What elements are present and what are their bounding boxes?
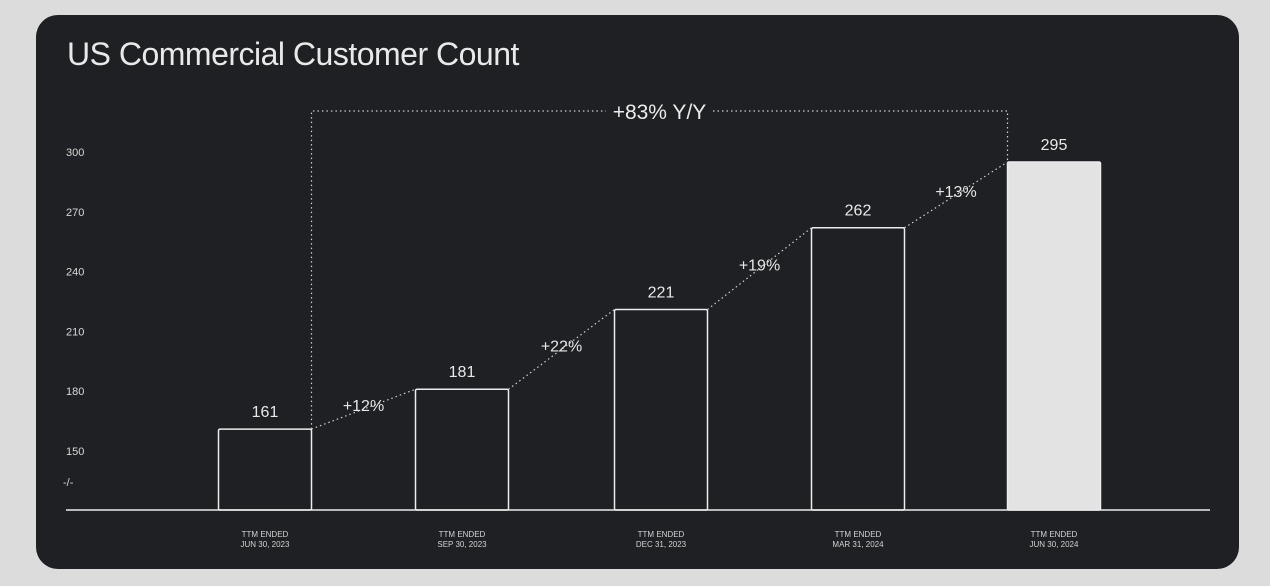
x-tick-label-line2: SEP 30, 2023 <box>437 540 487 549</box>
y-tick-label: 210 <box>66 326 84 338</box>
y-tick-label: 180 <box>66 386 84 398</box>
bar <box>217 428 313 511</box>
bar <box>1006 161 1102 511</box>
bar <box>613 308 709 511</box>
growth-label: +22% <box>541 338 582 355</box>
bar-value-label: 221 <box>648 284 675 301</box>
x-tick-label-line2: JUN 30, 2024 <box>1030 540 1079 549</box>
growth-label: +19% <box>739 258 780 275</box>
bar-value-label: 161 <box>252 404 279 421</box>
y-tick-label: 240 <box>66 267 84 279</box>
bar-value-label: 181 <box>449 364 476 381</box>
x-tick-label-line1: TTM ENDED <box>242 530 289 539</box>
y-tick-label: 300 <box>66 147 84 159</box>
chart-title: US Commercial Customer Count <box>67 36 519 72</box>
y-tick-label: 150 <box>66 446 84 458</box>
y-tick-label: 270 <box>66 207 84 219</box>
bar <box>810 226 906 511</box>
x-tick-label-line2: JUN 30, 2023 <box>241 540 290 549</box>
bar-value-label: 295 <box>1041 137 1068 154</box>
x-tick-label-line1: TTM ENDED <box>439 530 486 539</box>
bar-value-label: 262 <box>845 203 872 220</box>
growth-label: +12% <box>343 398 384 415</box>
growth-label: +13% <box>935 184 976 201</box>
axis-break-mark: -/‐ <box>63 477 74 489</box>
x-tick-label-line2: MAR 31, 2024 <box>832 540 884 549</box>
growth-connector <box>311 388 416 430</box>
x-tick-label-line1: TTM ENDED <box>1031 530 1078 539</box>
yoy-growth-label: +83% Y/Y <box>613 101 707 124</box>
yoy-bracket-right <box>713 110 1009 162</box>
yoy-bracket-left <box>310 110 606 430</box>
x-tick-label-line2: DEC 31, 2023 <box>636 540 687 549</box>
x-tick-label-line1: TTM ENDED <box>835 530 882 539</box>
bar <box>414 388 510 511</box>
x-tick-label-line1: TTM ENDED <box>638 530 685 539</box>
